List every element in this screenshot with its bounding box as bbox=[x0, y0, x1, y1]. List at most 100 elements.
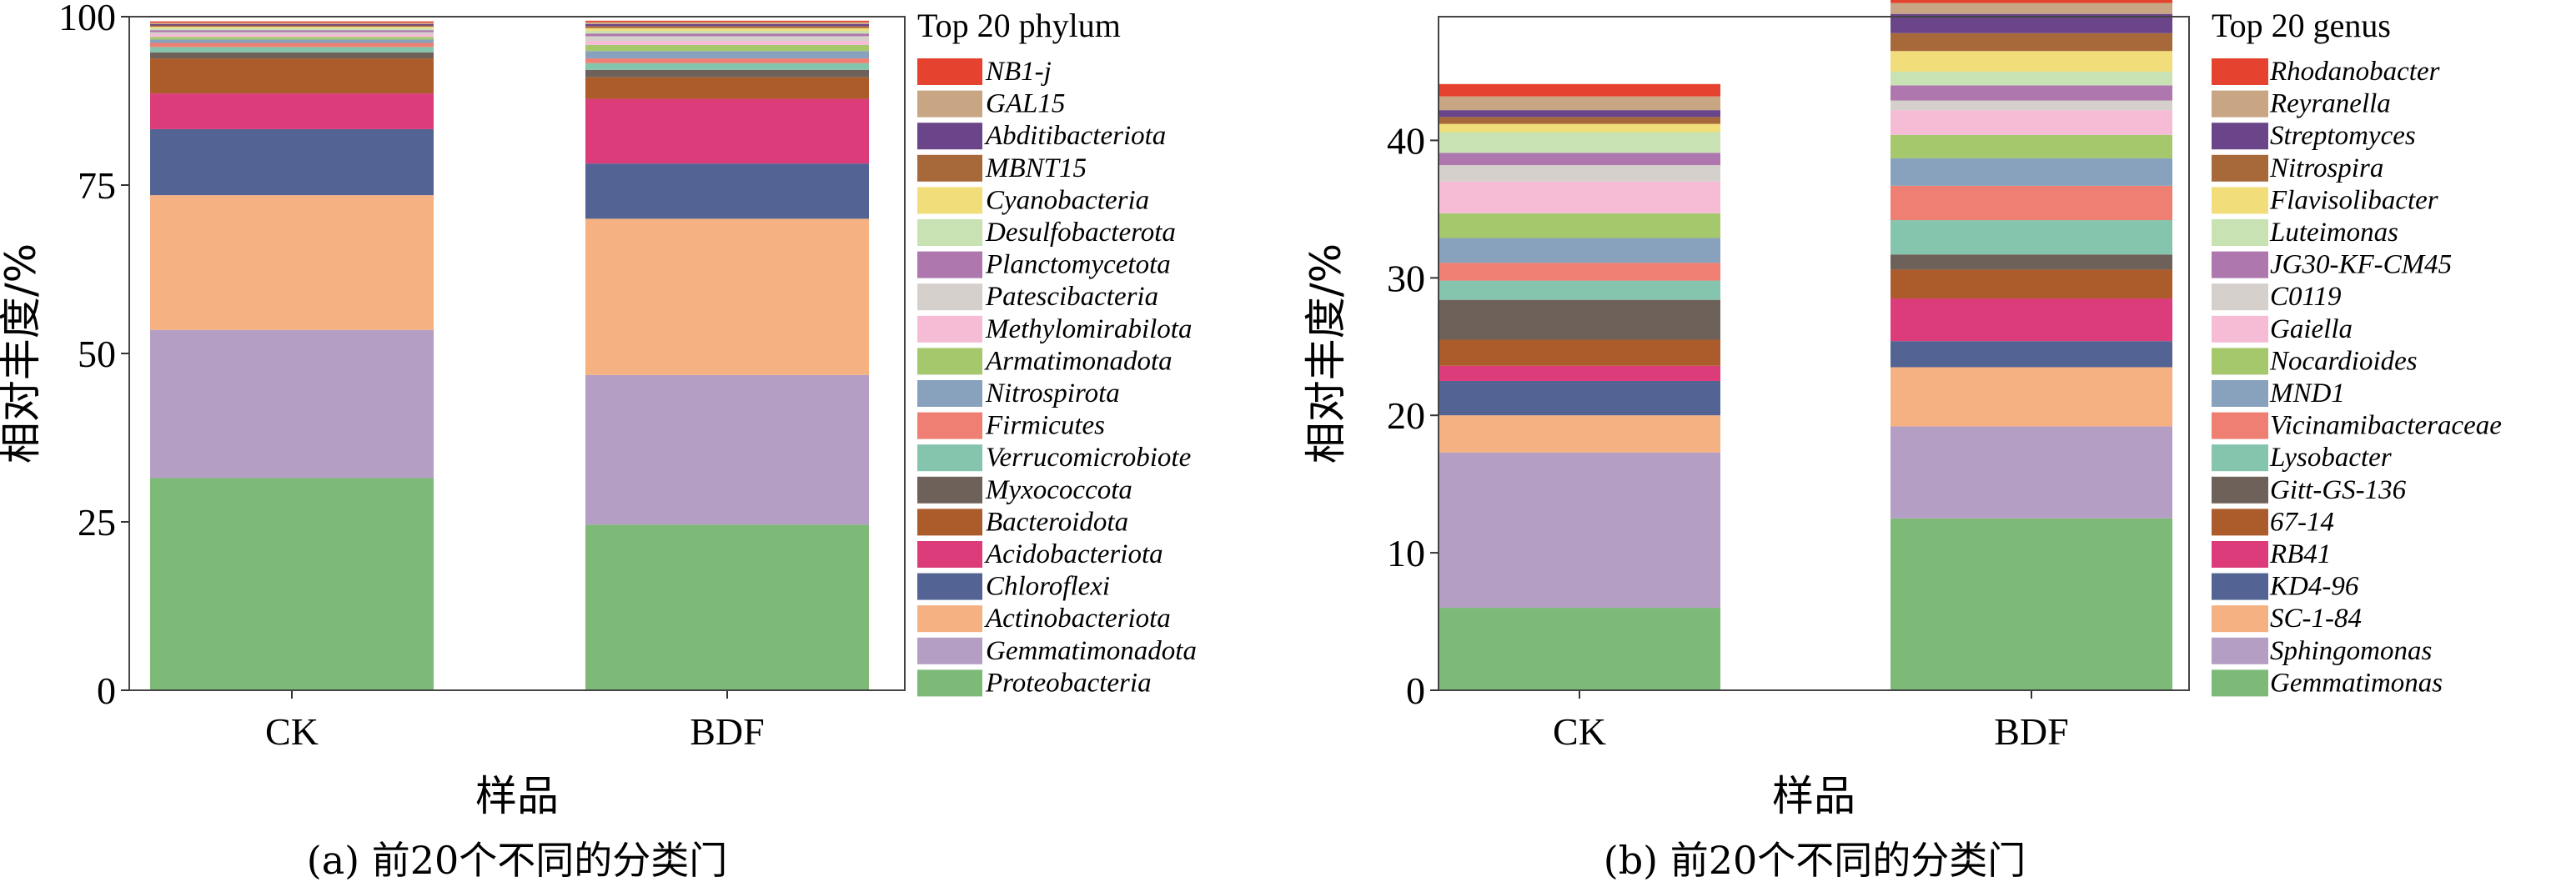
bar-segment-ck-jg30-kf-cm45 bbox=[1439, 153, 1720, 166]
bar-segment-ck-desulfobacterota bbox=[150, 28, 434, 31]
figure-caption: (a) 前20个不同的分类门 bbox=[307, 838, 727, 883]
legend-item-label: RB41 bbox=[2269, 539, 2331, 569]
legend-swatch bbox=[917, 412, 982, 439]
bar-segment-bdf-bacteroidota bbox=[585, 77, 869, 99]
bar-segment-ck-actinobacteriota bbox=[150, 195, 434, 330]
figure-caption: (b) 前20个不同的分类门 bbox=[1604, 838, 2026, 883]
legend-swatch bbox=[2212, 669, 2268, 697]
plot-frame bbox=[1438, 16, 2190, 691]
legend-swatch bbox=[917, 509, 982, 536]
bar-segment-bdf-nitrospira bbox=[1891, 33, 2172, 52]
legend-item-label: Gemmatimonadota bbox=[986, 636, 1197, 666]
y-tick-label: 30 bbox=[1387, 257, 1425, 299]
legend-item-label: Flavisolibacter bbox=[2269, 185, 2438, 215]
bar-segment-ck-gaiella bbox=[1439, 181, 1720, 213]
legend-swatch bbox=[2212, 123, 2268, 150]
bar-segment-ck-vicinamibacteraceae bbox=[1439, 263, 1720, 281]
bar-segment-bdf-kd4-96 bbox=[1891, 341, 2172, 368]
y-tick-label: 50 bbox=[78, 333, 116, 375]
legend-swatch bbox=[2212, 251, 2268, 278]
legend-item-label: MBNT15 bbox=[985, 153, 1087, 183]
legend-swatch bbox=[917, 444, 982, 472]
legend-item-label: Nitrospira bbox=[2269, 153, 2383, 183]
bar-segment-bdf-luteimonas bbox=[1891, 71, 2172, 86]
legend-swatch bbox=[2212, 541, 2268, 568]
bar-segment-bdf-gaiella bbox=[1891, 110, 2172, 135]
bar-segment-bdf-abditibacteriota bbox=[585, 23, 869, 27]
legend-swatch bbox=[917, 380, 982, 407]
x-tick-label-ck: CK bbox=[1553, 710, 1606, 753]
bar-segment-bdf-gemmatimonadota bbox=[585, 374, 869, 525]
bar-segment-ck-nitrospira bbox=[1439, 117, 1720, 124]
bar-segment-ck-kd4-96 bbox=[1439, 380, 1720, 416]
legend-swatch bbox=[917, 58, 982, 85]
legend-title: Top 20 genus bbox=[2212, 7, 2391, 44]
y-tick-label: 75 bbox=[78, 164, 116, 207]
legend-swatch bbox=[917, 476, 982, 504]
legend-item-label: Reyranella bbox=[2269, 89, 2391, 119]
legend-item-label: C0119 bbox=[2270, 282, 2342, 312]
legend-swatch bbox=[2212, 444, 2268, 472]
bar-segment-ck-rb41 bbox=[1439, 365, 1720, 381]
bar-segment-bdf-reyranella bbox=[1891, 3, 2172, 14]
bar-segment-ck-methylomirabilota bbox=[150, 34, 434, 38]
bar-segment-bdf-sphingomonas bbox=[1891, 426, 2172, 519]
legend-item-label: Proteobacteria bbox=[985, 668, 1152, 698]
bar-segment-ck-armatimonadota bbox=[150, 37, 434, 40]
y-tick-label: 40 bbox=[1387, 119, 1425, 162]
bar-segment-bdf-myxococcota bbox=[585, 69, 869, 78]
y-tick-label: 25 bbox=[78, 501, 116, 544]
legend-swatch bbox=[2212, 476, 2268, 504]
bar-segment-bdf-verrucomicrobiote bbox=[585, 63, 869, 70]
legend-item-label: Bacteroidota bbox=[986, 507, 1128, 537]
bar-segment-bdf-jg30-kf-cm45 bbox=[1891, 85, 2172, 101]
bar-segment-bdf-mnd1 bbox=[1891, 158, 2172, 186]
legend-item-label: KD4-96 bbox=[2269, 572, 2359, 602]
bar-segment-bdf-nb1-j bbox=[585, 20, 869, 23]
legend-item-label: SC-1-84 bbox=[2270, 604, 2362, 634]
legend-item-label: Streptomyces bbox=[2270, 121, 2416, 151]
bar-segment-bdf-vicinamibacteraceae bbox=[1891, 185, 2172, 221]
bar-segment-bdf-mbnt15 bbox=[585, 26, 869, 28]
bar-segment-bdf-proteobacteria bbox=[585, 524, 869, 690]
legend-swatch bbox=[2212, 412, 2268, 439]
legend-item-label: Patescibacteria bbox=[985, 282, 1158, 312]
legend-swatch bbox=[917, 123, 982, 150]
legend-swatch bbox=[2212, 90, 2268, 118]
legend-swatch bbox=[917, 219, 982, 246]
bar-segment-ck-patescibacteria bbox=[150, 32, 434, 35]
legend-swatch bbox=[917, 573, 982, 600]
bar-segment-bdf-gal15 bbox=[585, 22, 869, 24]
legend-item-label: Lysobacter bbox=[2269, 443, 2392, 473]
bar-segment-bdf-firmicutes bbox=[585, 58, 869, 63]
legend-item-label: Vicinamibacteraceae bbox=[2270, 411, 2502, 441]
legend-item-label: Nitrospirota bbox=[985, 378, 1120, 408]
bar-segment-bdf-streptomyces bbox=[1891, 13, 2172, 33]
legend-item-label: Abditibacteriota bbox=[984, 121, 1166, 151]
bar-segment-bdf-acidobacteriota bbox=[585, 98, 869, 164]
y-tick-label: 20 bbox=[1387, 394, 1425, 437]
bar-segment-bdf-methylomirabilota bbox=[585, 41, 869, 45]
y-tick-label: 10 bbox=[1387, 532, 1425, 574]
legend-swatch bbox=[917, 251, 982, 278]
bar-segment-bdf-chloroflexi bbox=[585, 163, 869, 219]
legend-swatch bbox=[2212, 605, 2268, 633]
bar-segment-ck-gemmatimonas bbox=[1439, 608, 1720, 690]
legend-swatch bbox=[917, 90, 982, 118]
bar-segment-bdf-67-14 bbox=[1891, 269, 2172, 299]
y-axis-label: 相对丰度/% bbox=[1302, 243, 1350, 464]
bar-segment-ck-chloroflexi bbox=[150, 128, 434, 196]
bar-segment-ck-myxococcota bbox=[150, 52, 434, 59]
bar-segment-ck-luteimonas bbox=[1439, 132, 1720, 153]
legend-swatch bbox=[917, 605, 982, 633]
bar-segment-ck-mbnt15 bbox=[150, 25, 434, 28]
legend: Top 20 phylumNB1-jGAL15AbditibacteriotaM… bbox=[917, 7, 1197, 698]
bar-segment-ck-nocardioides bbox=[1439, 213, 1720, 238]
legend-item-label: Verrucomicrobiote bbox=[986, 443, 1191, 473]
legend-swatch bbox=[917, 669, 982, 697]
bar-segment-ck-rhodanobacter bbox=[1439, 83, 1720, 97]
bar-segment-bdf-lysobacter bbox=[1891, 220, 2172, 255]
bar-segment-ck-streptomyces bbox=[1439, 110, 1720, 118]
bar-segment-ck-sc-1-84 bbox=[1439, 415, 1720, 453]
